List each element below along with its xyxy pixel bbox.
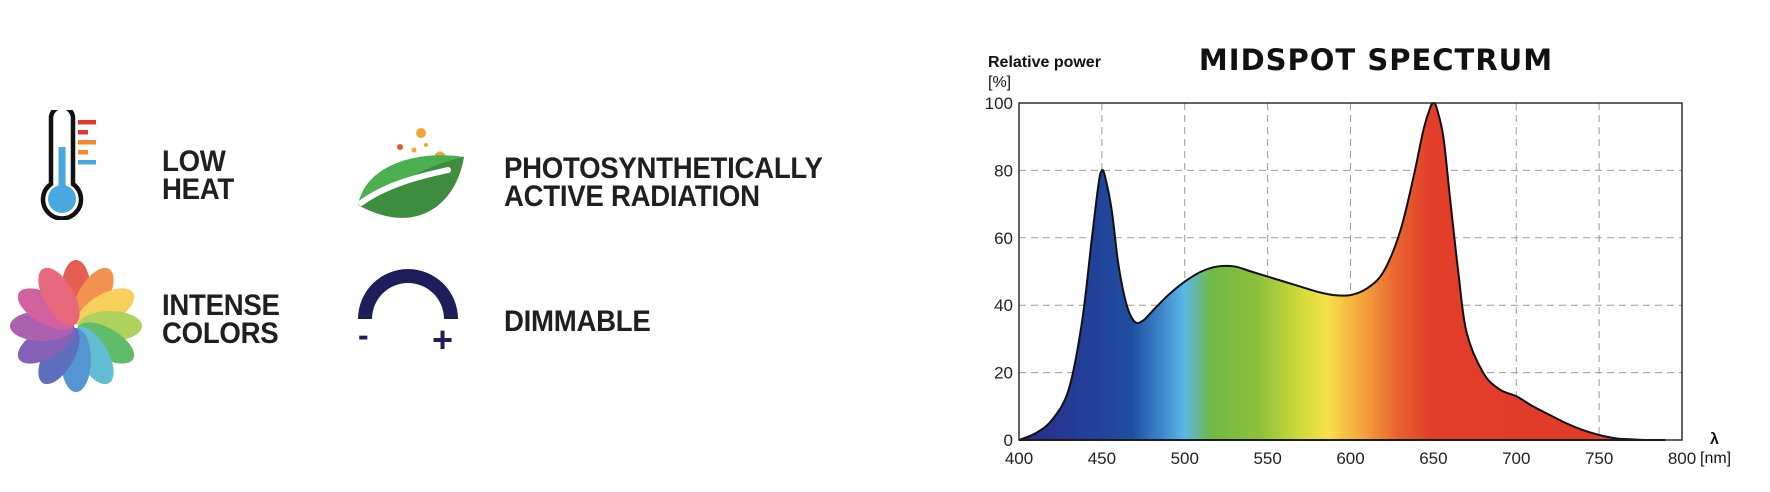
thermometer-icon [40, 110, 96, 220]
x-tick-label: 450 [1088, 449, 1116, 468]
y-tick-label: 100 [985, 94, 1013, 113]
x-axis-symbol: λ [1710, 431, 1719, 448]
x-tick-label: 750 [1585, 449, 1613, 468]
dimmer-minus: - [358, 317, 369, 353]
color-flower-icon [10, 260, 142, 392]
plot-frame [1018, 102, 1683, 441]
y-tick-label: 60 [994, 229, 1013, 248]
chart-title: MIDSPOT SPECTRUM [1199, 43, 1553, 77]
y-axis-label: Relative power [988, 54, 1101, 71]
feature-line: DIMMABLE [504, 305, 651, 338]
x-axis-unit: [nm] [1700, 450, 1731, 467]
feature-line: ACTIVE RADIATION [504, 180, 760, 213]
feature-par-label: PHOTOSYNTHETICALLY ACTIVE RADIATION [504, 152, 823, 213]
y-tick-label: 20 [994, 364, 1013, 383]
feature-line: INTENSE [162, 289, 280, 322]
dimmer-icon: - + [358, 269, 458, 356]
x-tick-label: 600 [1336, 449, 1364, 468]
feature-intense-colors-label: INTENSE COLORS [162, 289, 280, 350]
y-tick-label: 40 [994, 296, 1013, 315]
x-tick-label: 650 [1419, 449, 1447, 468]
x-tick-label: 400 [1005, 449, 1033, 468]
x-tick-label: 550 [1253, 449, 1281, 468]
x-tick-label: 800 [1668, 449, 1696, 468]
leaf-icon [358, 128, 464, 218]
dimmer-plus: + [432, 319, 453, 356]
feature-line: PHOTOSYNTHETICALLY [504, 152, 823, 185]
feature-low-heat-label: LOW HEAT [162, 145, 234, 206]
feature-line: COLORS [162, 317, 279, 350]
spectrum-area [1018, 101, 1666, 441]
feature-line: HEAT [162, 173, 234, 206]
feature-dimmable-label: DIMMABLE [504, 305, 651, 338]
y-tick-label: 80 [994, 161, 1013, 180]
x-tick-label: 500 [1171, 449, 1199, 468]
feature-line: LOW [162, 145, 226, 178]
x-tick-label: 700 [1502, 449, 1530, 468]
y-axis-unit: [%] [988, 74, 1011, 91]
tick-labels: 400 450 500 550 600 650 700 750 800 0 20 40 60 80 100 [985, 94, 1697, 468]
y-tick-label: 0 [1004, 431, 1013, 450]
